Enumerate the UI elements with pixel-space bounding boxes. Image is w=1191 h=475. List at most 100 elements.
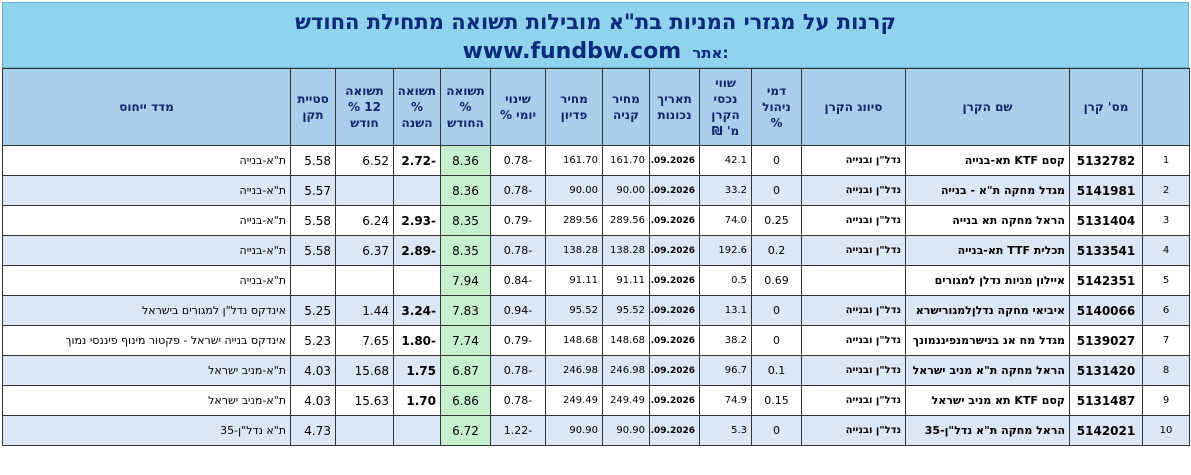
redeem-price-cell: 90.00 [545,175,603,206]
buy-price-cell: 95.52 [602,295,650,326]
daily-change-cell: -0.78 [490,175,546,206]
daily-change-cell: -0.94 [490,295,546,326]
buy-price-cell: 148.68 [602,325,650,356]
classification-cell: נדל"ן ובנייה [801,175,906,206]
benchmark-index-cell: אינדקס נדל"ן למגורים בישראל [2,295,291,326]
mtd-return-cell: 8.35 [440,235,491,266]
buy-price-cell: 249.49 [602,385,650,416]
fund-id-cell: 5140066 [1069,295,1143,326]
assets-cell: 74.9 [699,385,752,416]
date-cell: 07.09.2026 [649,235,700,266]
assets-cell: 74.0 [699,205,752,236]
report-title-box: קרנות על מגזרי המניות בת"א מובילות תשואה… [2,2,1189,68]
ytd-return-cell: -2.93 [393,205,441,236]
fund-name-cell: הראל מחקה תא בנייה [905,205,1070,236]
benchmark-index-cell: ת"א-בנייה [2,205,291,236]
benchmark-index-cell: אינדקס בנייה ישראל - פקטור מינוף פיננסי … [2,325,291,356]
std-dev-cell [290,265,336,296]
fund-id-cell: 5131404 [1069,205,1143,236]
daily-change-cell: -0.79 [490,325,546,356]
row-number-cell: 8 [1142,355,1190,386]
buy-price-cell: 90.90 [602,415,650,446]
12m-return-cell: 1.44 [335,295,394,326]
table-row: 6 5140066 איביאי מחקה נדלןלמגורישרא נדל"ן ו… [2,295,1190,326]
buy-price-cell: 289.56 [602,205,650,236]
funds-table: מס' קרן שם הקרן סיווג הקרן דמי ניהול % ש… [2,68,1190,446]
site-line: www.fundbw.com אתר: [3,39,1188,64]
fund-id-cell: 5131420 [1069,355,1143,386]
fee-cell: 0.2 [751,235,802,266]
fund-name-cell: קסם KTF תא-בנייה [905,145,1070,176]
std-dev-cell: 5.58 [290,235,336,266]
col-rownum-header [1142,68,1190,146]
classification-cell: נדל"ן ובנייה [801,415,906,446]
col-date-header: תאריך נכונות [649,68,700,146]
row-number-cell: 3 [1142,205,1190,236]
daily-change-cell: -0.84 [490,265,546,296]
12m-return-cell: 15.63 [335,385,394,416]
redeem-price-cell: 90.90 [545,415,603,446]
std-dev-cell: 5.58 [290,205,336,236]
12m-return-cell: 15.68 [335,355,394,386]
benchmark-index-cell: ת"א-מניב ישראל [2,385,291,416]
redeem-price-cell: 246.98 [545,355,603,386]
std-dev-cell: 5.57 [290,175,336,206]
date-cell: 07.09.2026 [649,205,700,236]
classification-cell: נדל"ן ובנייה [801,295,906,326]
date-cell: 07.09.2026 [649,415,700,446]
redeem-price-cell: 95.52 [545,295,603,326]
benchmark-index-cell: ת"א-מניב ישראל [2,355,291,386]
mtd-return-cell: 7.83 [440,295,491,326]
fund-id-cell: 5139027 [1069,325,1143,356]
assets-cell: 5.3 [699,415,752,446]
classification-cell: נדל"ן ובנייה [801,385,906,416]
ytd-return-cell: 1.70 [393,385,441,416]
fund-name-cell: מגדל מח אנ בנישרמנפיננמונך [905,325,1070,356]
mtd-return-cell: 6.87 [440,355,491,386]
classification-cell: נדל"ן ובנייה [801,145,906,176]
benchmark-index-cell: ת"א-בנייה [2,175,291,206]
daily-change-cell: -0.79 [490,205,546,236]
12m-return-cell: 6.37 [335,235,394,266]
ytd-return-cell [393,265,441,296]
date-cell: 07.09.2026 [649,265,700,296]
site-label: אתר: [692,44,729,62]
fee-cell: 0 [751,325,802,356]
std-dev-cell: 5.25 [290,295,336,326]
redeem-price-cell: 138.28 [545,235,603,266]
date-cell: 07.09.2026 [649,385,700,416]
funds-table-body: 1 5132782 קסם KTF תא-בנייה נדל"ן ובנייה 0 42.… [2,145,1190,446]
fee-cell: 0 [751,175,802,206]
buy-price-cell: 246.98 [602,355,650,386]
fee-cell: 0 [751,145,802,176]
mtd-return-cell: 8.36 [440,175,491,206]
12m-return-cell [335,415,394,446]
row-number-cell: 5 [1142,265,1190,296]
redeem-price-cell: 249.49 [545,385,603,416]
col-fee-header: דמי ניהול % [751,68,802,146]
12m-return-cell [335,265,394,296]
fee-cell: 0.69 [751,265,802,296]
row-number-cell: 10 [1142,415,1190,446]
mtd-return-cell: 8.35 [440,205,491,236]
table-row: 8 5131420 הראל מחקה ת"א מניב ישראל נדל"ן וב… [2,355,1190,386]
date-cell: 07.09.2026 [649,325,700,356]
date-cell: 07.09.2026 [649,175,700,206]
col-12m-header: תשואה 12 % חודש [335,68,394,146]
row-number-cell: 7 [1142,325,1190,356]
table-row: 7 5139027 מגדל מח אנ בנישרמנפיננמונך נדל"ן … [2,325,1190,356]
col-redeem-price-header: מחיר פדיון [545,68,603,146]
benchmark-index-cell: ת"א-בנייה [2,235,291,266]
assets-cell: 192.6 [699,235,752,266]
fee-cell: 0 [751,415,802,446]
site-url[interactable]: www.fundbw.com [462,39,682,64]
fund-name-cell: הראל מחקה ת"א מניב ישראל [905,355,1070,386]
ytd-return-cell: -3.24 [393,295,441,326]
mtd-return-cell: 7.94 [440,265,491,296]
col-fund-id-header: מס' קרן [1069,68,1143,146]
table-row: 1 5132782 קסם KTF תא-בנייה נדל"ן ובנייה 0 42.… [2,145,1190,176]
fee-cell: 0.15 [751,385,802,416]
table-row: 4 5133541 תכלית TTF תא-בנייה נדל"ן ובנייה 0.… [2,235,1190,266]
mtd-return-cell: 7.74 [440,325,491,356]
col-classification-header: סיווג הקרן [801,68,906,146]
